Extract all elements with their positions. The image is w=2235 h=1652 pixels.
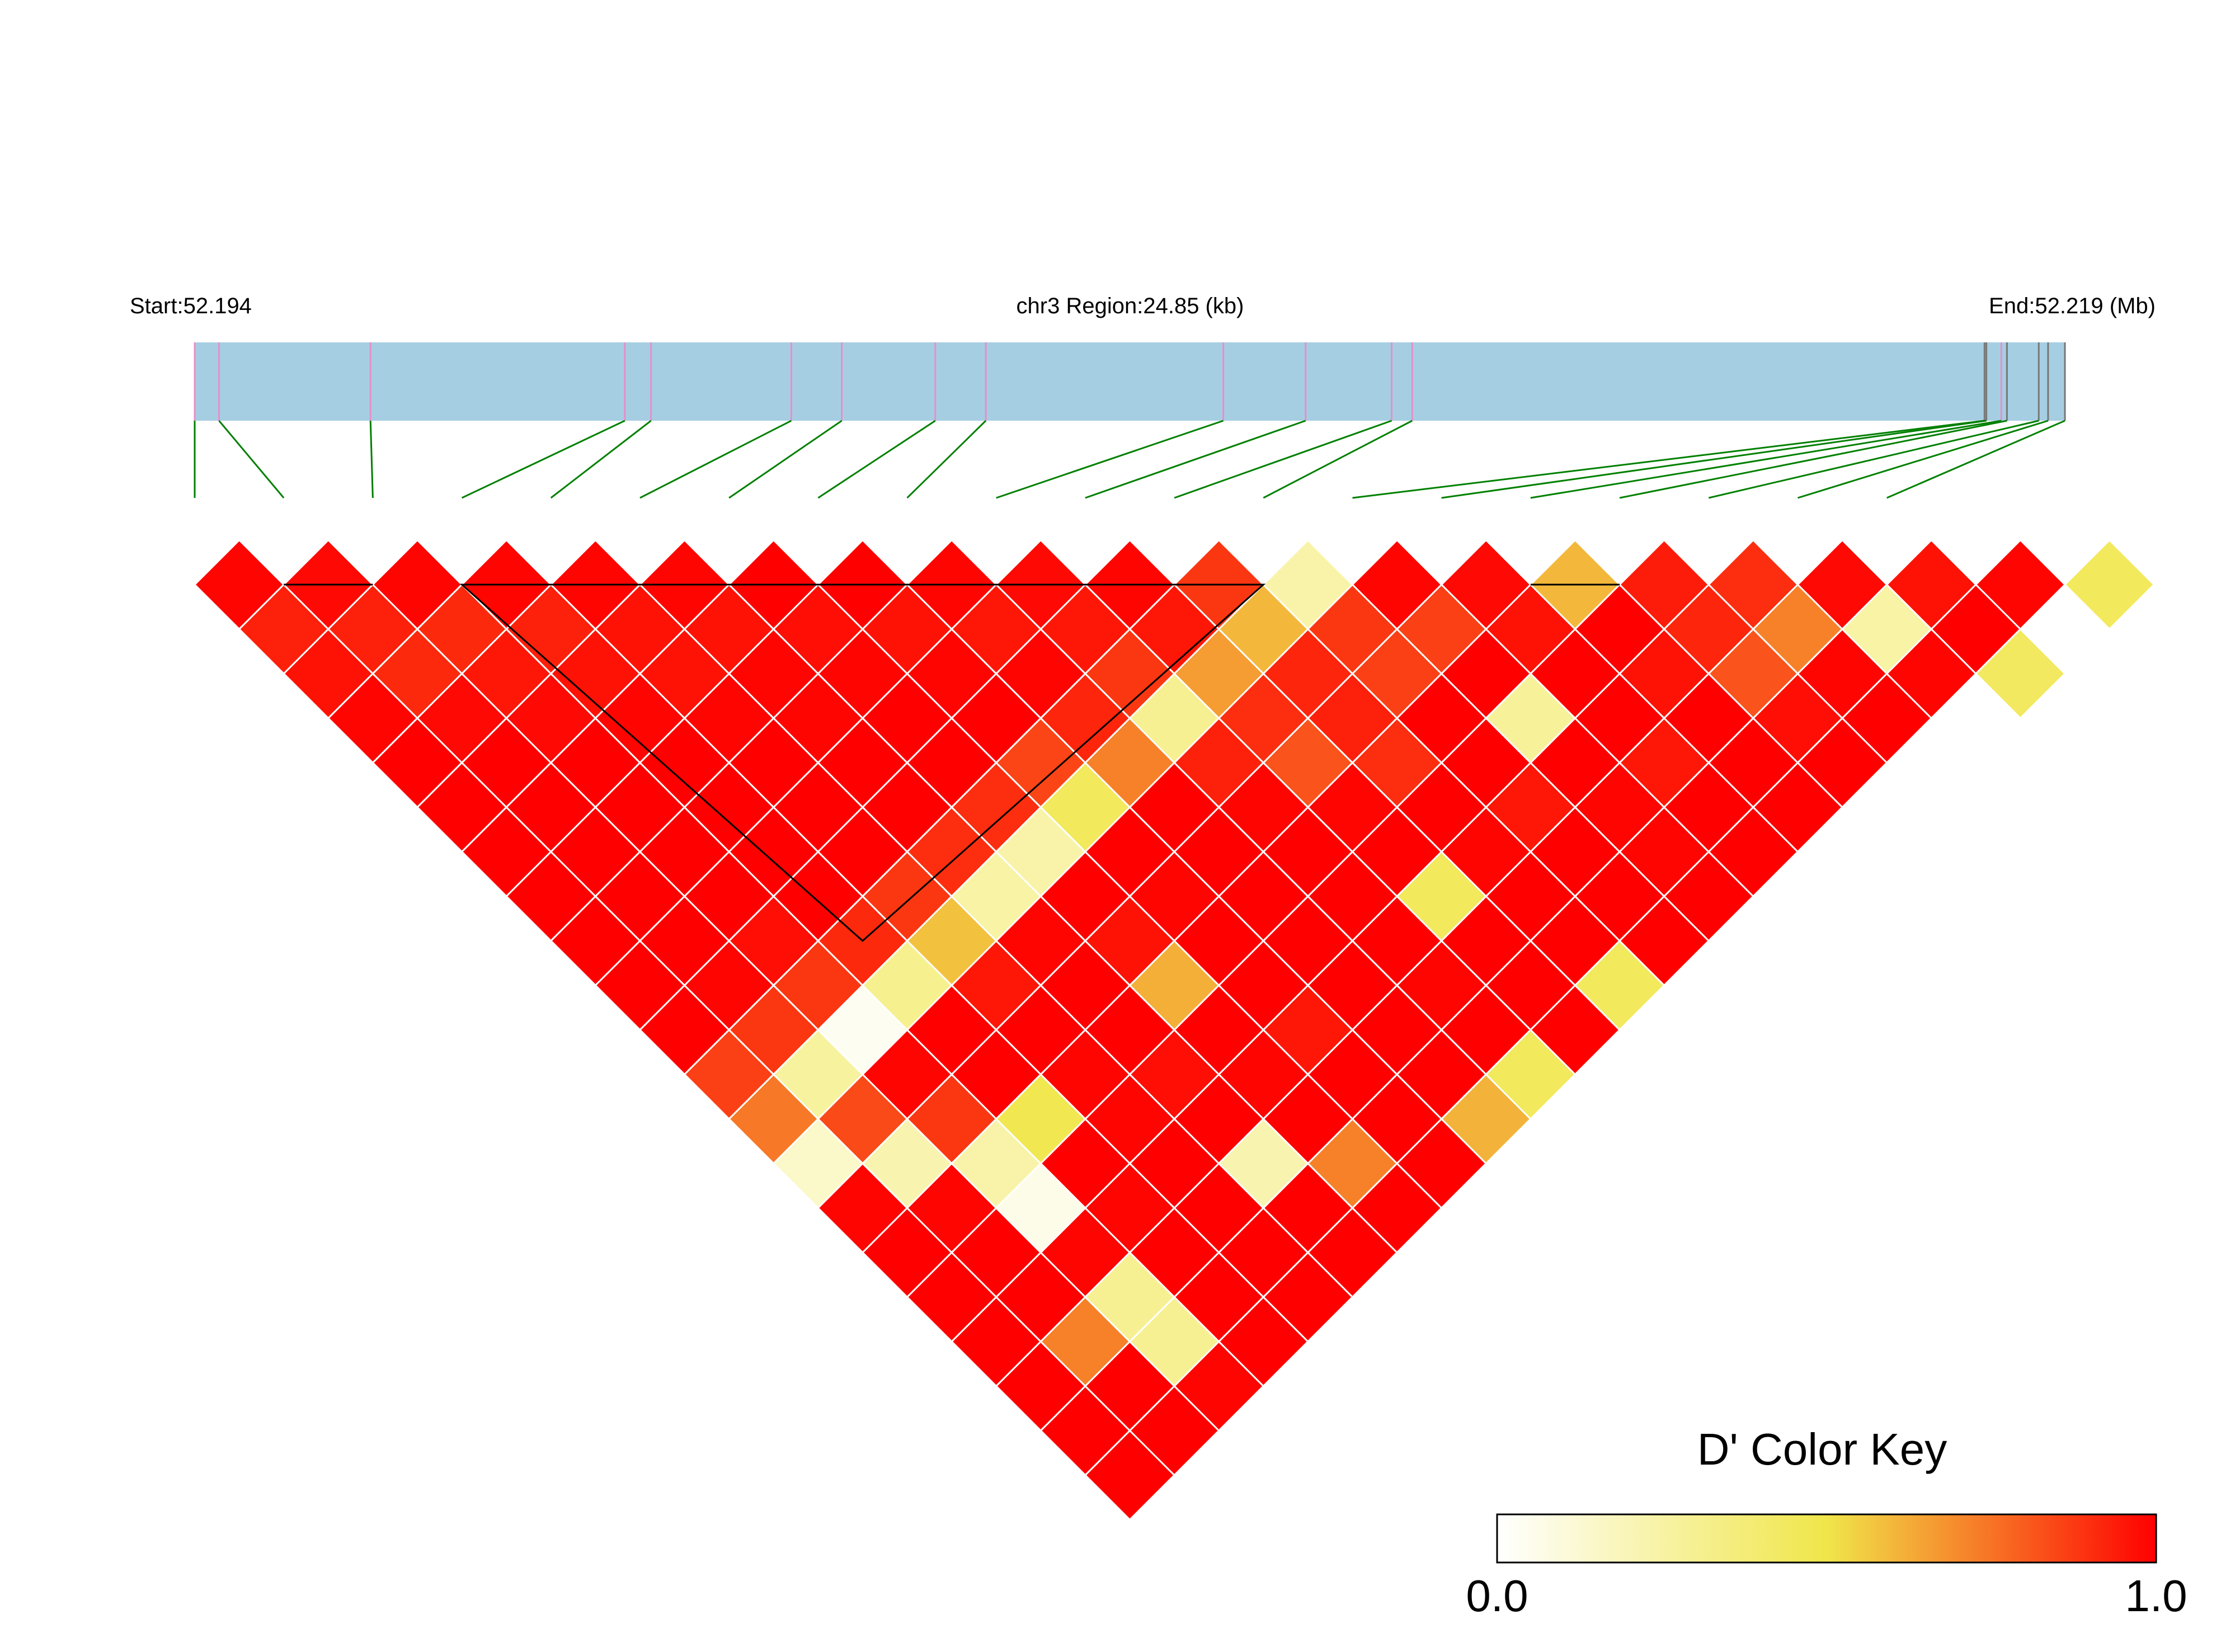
color-key-min-label: 0.0: [1466, 1571, 1528, 1621]
snp-connector: [1797, 420, 2049, 499]
region-start-label: Start:52.194: [130, 294, 252, 318]
color-key-bar: [1496, 1513, 2157, 1564]
ld-cell: [1974, 539, 2067, 630]
region-end-label: End:52.219 (Mb): [1989, 294, 2156, 318]
snp-connector: [1530, 420, 2002, 499]
region-title: chr3 Region:24.85 (kb): [1017, 294, 1244, 318]
snp-connector: [1352, 420, 1985, 499]
ld-cell: [1974, 628, 2067, 719]
haplotype-block-outlines: [284, 583, 1620, 942]
snp-connector: [1886, 420, 2065, 499]
snp-connector: [1085, 420, 1306, 499]
snp-connector: [817, 420, 936, 499]
haplotype-block: [459, 583, 1266, 942]
snp-connector: [218, 420, 285, 498]
snp-connector: [996, 420, 1224, 499]
snp-connector: [639, 420, 792, 499]
color-key-title: D' Color Key: [1697, 1424, 1947, 1474]
snp-connector: [1708, 420, 2039, 499]
snp-tick-marks: [194, 342, 2066, 421]
snp-connector: [1619, 420, 2007, 499]
ld-heatmap-cells: [193, 539, 2156, 1521]
ld-cell: [2063, 539, 2156, 630]
snp-connector: [550, 420, 652, 499]
snp-connector: [1441, 420, 1987, 499]
snp-connector: [1174, 420, 1392, 499]
snp-connector: [728, 420, 843, 499]
snp-connector: [369, 420, 374, 498]
snp-connector: [1263, 420, 1413, 499]
snp-connector: [906, 420, 987, 499]
snp-connector-lines: [194, 420, 2065, 499]
snp-connector: [461, 420, 625, 499]
region-bar: [195, 342, 2065, 421]
color-key-max-label: 1.0: [2125, 1571, 2187, 1621]
